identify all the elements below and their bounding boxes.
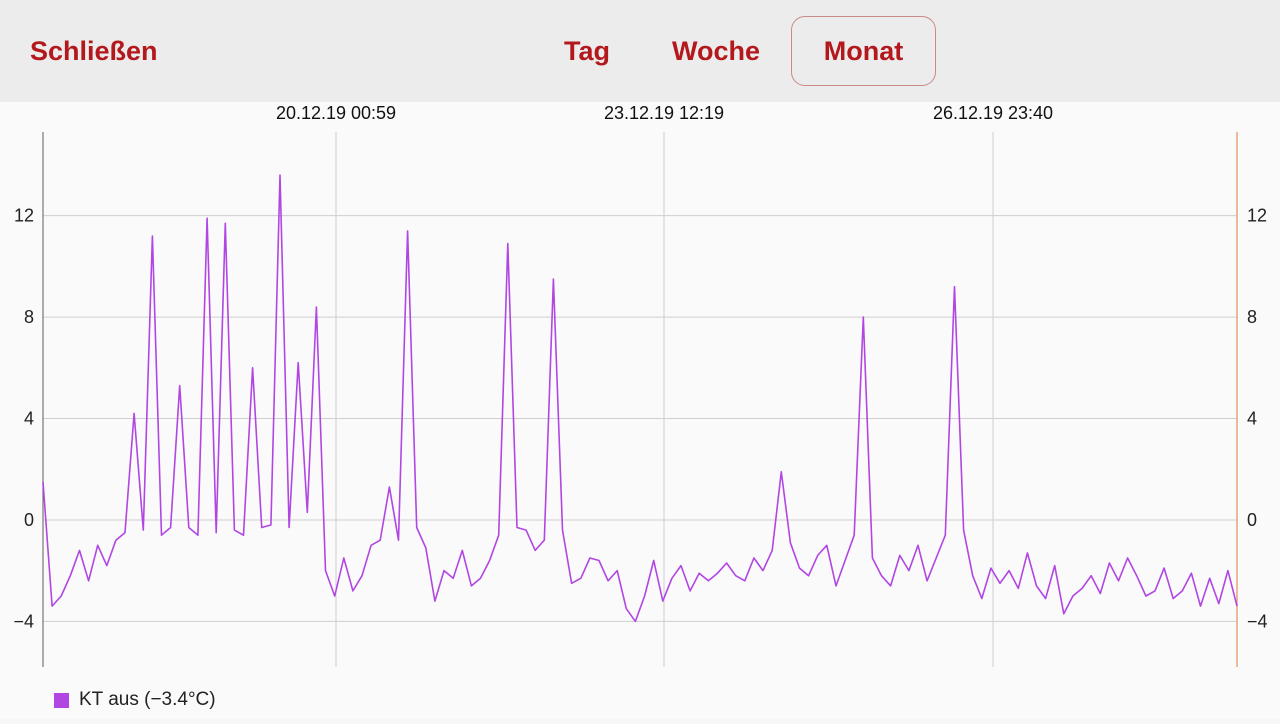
y-tick-label: 8 (1247, 307, 1257, 327)
tab-day[interactable]: Tag (564, 35, 610, 66)
y-tick-label: −4 (1247, 611, 1268, 631)
top-toolbar: Schließen Tag Woche Monat (0, 0, 1280, 102)
y-tick-label: 4 (24, 409, 34, 429)
tab-month[interactable]: Monat (791, 16, 936, 86)
y-tick-label: 12 (1247, 206, 1267, 226)
y-tick-label: 0 (24, 510, 34, 530)
x-tick-label: 20.12.19 00:59 (276, 103, 396, 123)
x-tick-label: 23.12.19 12:19 (604, 103, 724, 123)
y-tick-labels-right: 12 8 4 0 −4 (1247, 206, 1268, 632)
y-tick-label: 8 (24, 307, 34, 327)
chart-legend: KT aus (−3.4°C) (54, 688, 216, 712)
y-tick-label: −4 (13, 611, 34, 631)
temperature-chart[interactable]: 20.12.19 00:59 23.12.19 12:19 26.12.19 2… (0, 102, 1280, 719)
vertical-gridlines (335, 132, 994, 667)
close-button[interactable]: Schließen (30, 35, 158, 66)
legend-swatch (54, 692, 69, 708)
chart-area: 20.12.19 00:59 23.12.19 12:19 26.12.19 2… (0, 102, 1280, 719)
x-tick-labels: 20.12.19 00:59 23.12.19 12:19 26.12.19 2… (276, 103, 1053, 123)
y-tick-labels-left: 12 8 4 0 −4 (13, 206, 34, 632)
x-tick-label: 26.12.19 23:40 (933, 103, 1053, 123)
legend-label: KT aus (−3.4°C) (79, 689, 216, 710)
y-tick-label: 12 (14, 206, 34, 226)
series-line-kt-aus (42, 174, 1238, 623)
horizontal-gridlines (43, 215, 1237, 622)
y-tick-label: 4 (1247, 409, 1257, 429)
tab-week[interactable]: Woche (671, 35, 760, 66)
y-tick-label: 0 (1247, 510, 1257, 530)
